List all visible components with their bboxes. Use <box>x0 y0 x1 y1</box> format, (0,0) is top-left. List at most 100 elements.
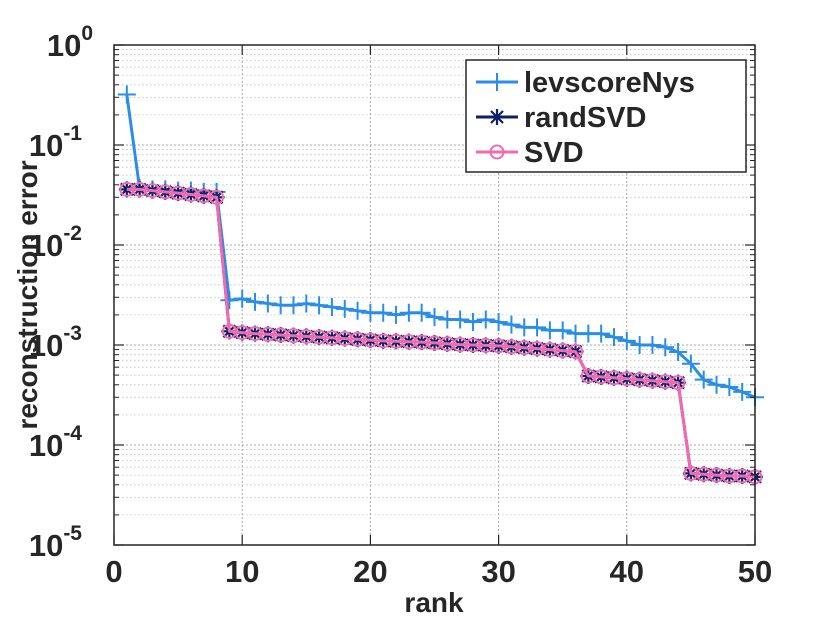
data-point-levscoreNys <box>348 301 367 320</box>
x-tick-label: 40 <box>610 554 644 589</box>
circle-marker-shape <box>489 144 505 160</box>
data-point-levscoreNys <box>412 303 431 322</box>
y-tick-exponent: -1 <box>63 122 82 145</box>
data-point-levscoreNys <box>720 378 739 397</box>
data-point-levscoreNys <box>604 328 623 347</box>
data-point-levscoreNys <box>463 312 482 331</box>
x-axis-label: rank <box>404 587 464 618</box>
x-tick-label: 20 <box>353 554 387 589</box>
plus-marker-shape <box>322 297 341 316</box>
data-point-levscoreNys <box>592 324 611 343</box>
data-point-levscoreNys <box>733 382 752 401</box>
y-axis-label: reconstruction error <box>12 160 43 429</box>
plus-marker-shape <box>297 294 316 313</box>
plus-marker-shape <box>707 375 726 394</box>
plus-marker-shape <box>669 343 688 362</box>
circle-marker-shape <box>209 189 225 205</box>
data-point-levscoreNys <box>656 338 675 357</box>
x-tick-label: 30 <box>481 554 515 589</box>
data-point-levscoreNys <box>117 85 136 104</box>
plus-marker-shape <box>694 370 713 389</box>
plus-marker-shape <box>374 303 393 322</box>
data-point-levscoreNys <box>669 343 688 362</box>
x-tick-label: 50 <box>738 554 772 589</box>
legend-marker <box>488 73 506 91</box>
legend-entry-SVD: SVD <box>476 137 584 169</box>
plus-marker-shape <box>553 321 572 340</box>
data-point-levscoreNys <box>322 297 341 316</box>
data-point-levscoreNys <box>246 292 265 311</box>
plus-marker-shape <box>412 303 431 322</box>
y-tick-exponent: -2 <box>63 222 82 245</box>
data-point-levscoreNys <box>284 296 303 315</box>
data-point-levscoreNys <box>489 312 508 331</box>
legend-marker <box>489 144 505 160</box>
data-point-levscoreNys <box>502 315 521 334</box>
data-point-levscoreNys <box>707 375 726 394</box>
data-point-levscoreNys <box>451 310 470 329</box>
y-tick-exponent: 0 <box>81 22 93 45</box>
data-point-levscoreNys <box>220 291 239 310</box>
plus-marker-shape <box>656 338 675 357</box>
data-point-levscoreNys <box>643 336 662 354</box>
plus-marker-shape <box>476 310 495 329</box>
y-tick-label: 10-5 <box>29 522 82 563</box>
plus-marker-shape <box>258 294 277 313</box>
data-point-levscoreNys <box>258 294 277 313</box>
series-SVD <box>119 181 763 485</box>
legend-entry-randSVD: randSVD <box>476 102 646 134</box>
data-point-levscoreNys <box>335 299 354 318</box>
legend-label: SVD <box>524 137 584 169</box>
data-point-levscoreNys <box>374 303 393 322</box>
data-point-SVD <box>209 189 225 205</box>
plus-marker-shape <box>681 354 700 373</box>
data-point-levscoreNys <box>681 354 700 373</box>
plus-marker-shape <box>233 289 252 308</box>
data-point-levscoreNys <box>425 308 444 327</box>
x-tick-label: 0 <box>105 554 122 589</box>
circle-marker-shape <box>670 375 686 391</box>
data-point-SVD <box>670 375 686 391</box>
plus-marker-shape <box>643 336 662 354</box>
legend-label: randSVD <box>524 102 646 134</box>
ticks <box>113 44 756 546</box>
plus-marker-shape <box>488 73 506 91</box>
plus-marker-shape <box>528 318 547 337</box>
plus-marker-shape <box>720 378 739 397</box>
plus-marker-shape <box>451 310 470 329</box>
legend-entry-levscoreNys: levscoreNys <box>476 67 695 99</box>
plus-marker-shape <box>348 301 367 320</box>
plus-marker-shape <box>284 296 303 315</box>
x-tick-label: 10 <box>225 554 259 589</box>
plus-marker-shape <box>489 312 508 331</box>
data-point-levscoreNys <box>297 294 316 313</box>
plus-marker-shape <box>335 299 354 318</box>
plus-marker-shape <box>246 292 265 311</box>
y-tick-exponent: -4 <box>63 422 82 445</box>
data-point-levscoreNys <box>310 296 329 315</box>
data-point-levscoreNys <box>617 331 636 350</box>
y-tick-exponent: -5 <box>63 522 82 545</box>
plus-marker-shape <box>425 308 444 327</box>
star-marker-shape <box>489 109 505 125</box>
plus-marker-shape <box>387 305 406 324</box>
data-point-levscoreNys <box>476 310 495 329</box>
y-tick-label: 100 <box>47 22 93 63</box>
data-point-levscoreNys <box>387 305 406 324</box>
plus-marker-shape <box>733 382 752 401</box>
plot-frame <box>113 44 756 546</box>
plus-marker-shape <box>617 331 636 350</box>
plus-marker-shape <box>220 291 239 310</box>
plus-marker-shape <box>463 312 482 331</box>
data-point-levscoreNys <box>233 289 252 308</box>
y-tick-label: 10-1 <box>29 122 82 163</box>
plus-marker-shape <box>502 315 521 334</box>
data-point-levscoreNys <box>694 370 713 389</box>
plus-marker-shape <box>592 324 611 343</box>
plus-marker-shape <box>117 85 136 104</box>
legend-label: levscoreNys <box>524 67 695 99</box>
plus-marker-shape <box>310 296 329 315</box>
